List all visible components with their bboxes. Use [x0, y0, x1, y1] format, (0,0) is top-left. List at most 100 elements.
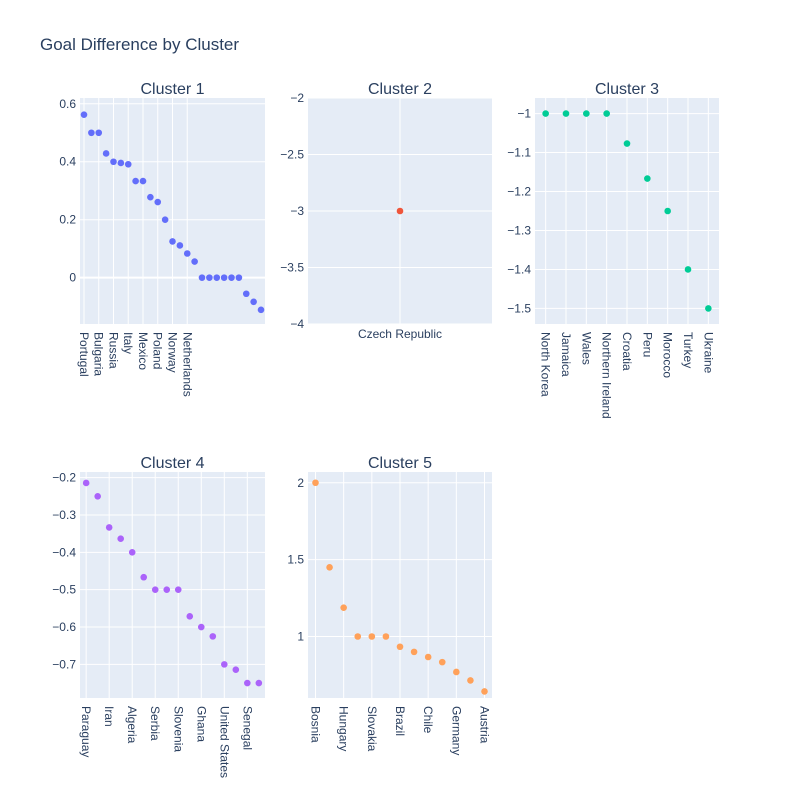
data-point[interactable]	[438, 658, 446, 666]
x-tick-label: Peru	[640, 332, 654, 357]
data-point[interactable]	[326, 564, 333, 571]
data-point[interactable]	[228, 274, 235, 281]
data-point[interactable]	[232, 666, 240, 674]
data-point[interactable]	[410, 648, 418, 656]
data-point[interactable]	[255, 679, 263, 687]
x-tick-label: Jamaica	[559, 332, 573, 377]
data-point[interactable]	[424, 653, 432, 661]
data-point[interactable]	[467, 677, 474, 684]
data-point[interactable]	[206, 274, 213, 281]
x-tick-label: Italy	[121, 332, 135, 354]
y-tick-label: −1.2	[507, 185, 531, 199]
data-point[interactable]	[140, 573, 148, 581]
data-point[interactable]	[396, 643, 404, 651]
y-tick-label: −3	[290, 204, 304, 218]
data-point[interactable]	[124, 160, 132, 168]
data-point[interactable]	[209, 633, 217, 640]
x-tick-label: Chile	[421, 706, 435, 734]
plot-area	[80, 472, 265, 698]
y-tick-label: −4	[290, 317, 304, 331]
x-tick-label: Russia	[106, 332, 120, 369]
data-point[interactable]	[257, 306, 265, 314]
data-point[interactable]	[481, 688, 488, 695]
data-point[interactable]	[221, 661, 228, 668]
data-point[interactable]	[623, 140, 631, 147]
data-point[interactable]	[644, 175, 651, 182]
data-point[interactable]	[110, 158, 117, 166]
data-point[interactable]	[453, 668, 460, 676]
data-point[interactable]	[151, 586, 159, 593]
data-point[interactable]	[312, 479, 319, 487]
data-point[interactable]	[242, 290, 250, 298]
data-point[interactable]	[186, 613, 194, 620]
data-point[interactable]	[396, 207, 404, 215]
y-tick-label: −0.6	[52, 620, 76, 634]
data-point[interactable]	[340, 604, 347, 611]
data-point[interactable]	[117, 159, 125, 167]
data-point[interactable]	[154, 198, 162, 206]
data-point[interactable]	[147, 193, 154, 201]
x-tick-label: Turkey	[681, 332, 695, 368]
data-point[interactable]	[163, 586, 171, 593]
data-point[interactable]	[117, 535, 124, 543]
data-point[interactable]	[705, 305, 712, 312]
x-tick-label: Slovenia	[171, 706, 185, 752]
data-point[interactable]	[244, 679, 251, 687]
data-point[interactable]	[583, 110, 590, 117]
y-tick-label: −0.5	[52, 583, 76, 597]
x-tick-label: Germany	[449, 706, 463, 755]
x-tick-label: Hungary	[337, 706, 351, 751]
x-tick-label: Norway	[166, 332, 180, 373]
x-tick-label: Portugal	[77, 332, 91, 377]
data-point[interactable]	[664, 207, 671, 215]
data-point[interactable]	[354, 633, 362, 640]
data-point[interactable]	[132, 177, 139, 185]
y-tick-label: 1	[297, 630, 304, 644]
data-point[interactable]	[94, 492, 101, 500]
subplot-title: Cluster 5	[368, 455, 432, 472]
data-point[interactable]	[80, 111, 88, 118]
data-point[interactable]	[82, 479, 90, 487]
data-point[interactable]	[220, 274, 228, 281]
x-tick-label: Netherlands	[180, 332, 194, 397]
x-tick-label: Ghana	[194, 706, 208, 742]
y-tick-label: 0.2	[59, 213, 76, 227]
x-tick-label: Brazil	[393, 706, 407, 736]
data-point[interactable]	[102, 150, 110, 157]
data-point[interactable]	[176, 242, 184, 249]
y-tick-label: 0.6	[59, 97, 76, 111]
data-point[interactable]	[191, 258, 198, 265]
data-point[interactable]	[382, 633, 390, 640]
data-point[interactable]	[95, 129, 103, 137]
data-point[interactable]	[161, 216, 169, 223]
data-point[interactable]	[174, 586, 182, 593]
x-tick-label: Algeria	[125, 706, 139, 744]
subplot-3: −1 −1.1 −1.2 −1.3 −1.4 −1.5 North Korea Jamaica…	[507, 81, 719, 419]
data-point[interactable]	[213, 274, 221, 281]
x-tick-label: Serbia	[148, 706, 162, 741]
data-point[interactable]	[368, 633, 376, 640]
y-tick-label: −1.5	[507, 301, 531, 315]
data-point[interactable]	[128, 549, 136, 556]
data-point[interactable]	[197, 623, 205, 631]
data-point[interactable]	[235, 274, 243, 281]
data-point[interactable]	[88, 129, 95, 137]
x-tick-label: Austria	[478, 706, 492, 744]
subplot-title: Cluster 3	[595, 81, 659, 98]
data-point[interactable]	[183, 250, 191, 257]
subplot-title: Cluster 4	[140, 455, 204, 472]
y-tick-label: 0	[69, 271, 76, 285]
data-point[interactable]	[105, 524, 113, 531]
x-tick-label: United States	[217, 706, 231, 778]
data-point[interactable]	[139, 177, 147, 185]
data-point[interactable]	[684, 266, 692, 273]
data-point[interactable]	[562, 110, 570, 117]
data-point[interactable]	[603, 110, 610, 117]
x-tick-label: Paraguay	[79, 706, 93, 757]
x-tick-label: Croatia	[620, 332, 634, 371]
data-point[interactable]	[169, 238, 176, 245]
data-point[interactable]	[542, 110, 549, 117]
data-point[interactable]	[198, 274, 206, 281]
data-point[interactable]	[250, 298, 257, 306]
